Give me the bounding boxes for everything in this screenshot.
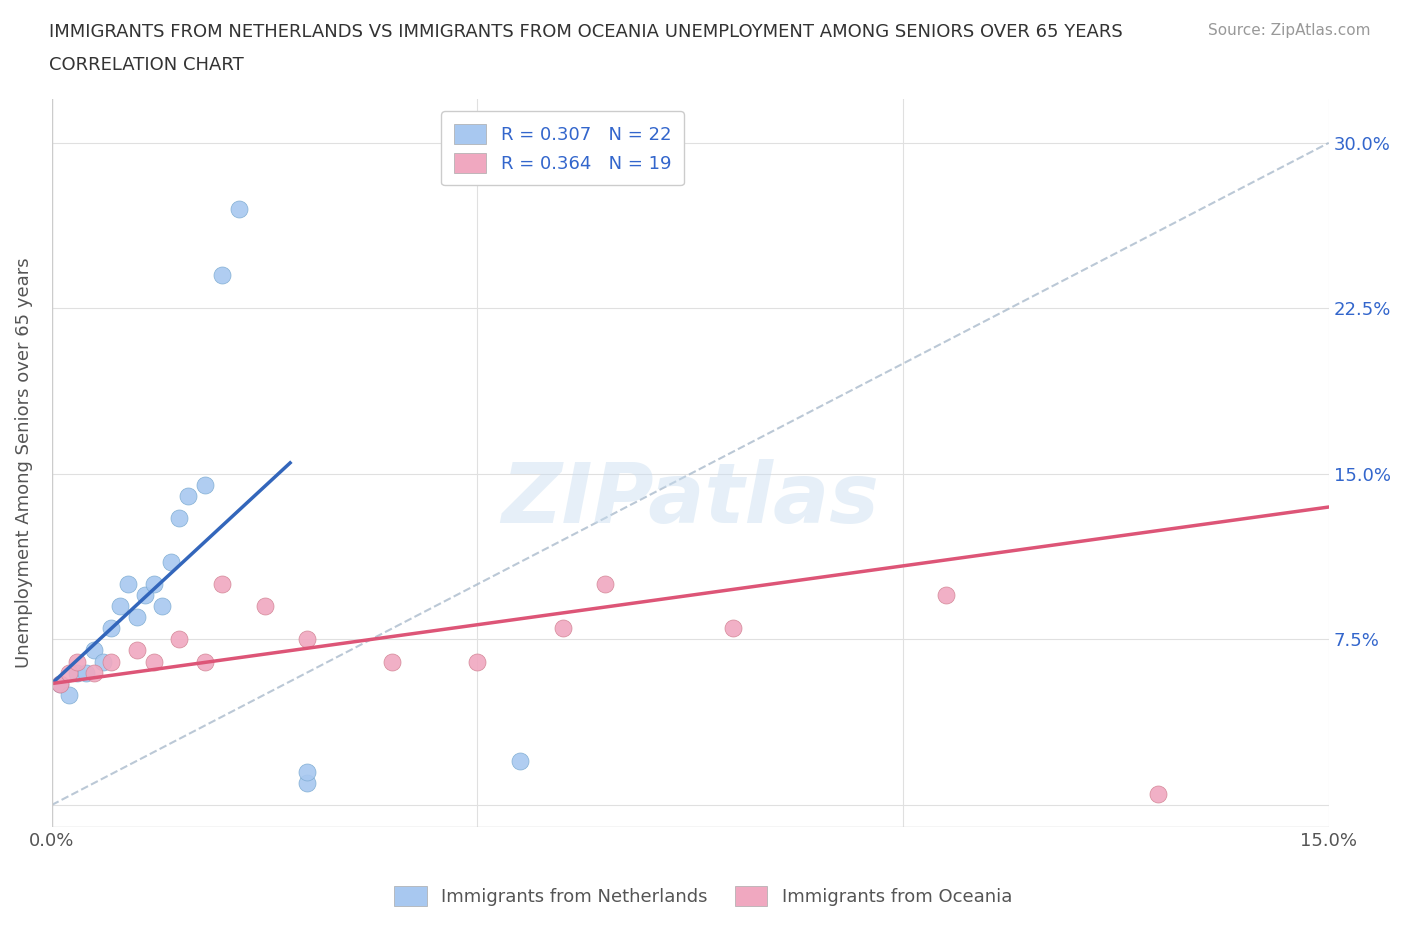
Point (721, 621, 744, 636)
Point (177, 488, 200, 503)
Point (935, 588, 957, 603)
Text: ZIPatlas: ZIPatlas (502, 458, 879, 539)
Point (295, 764, 318, 779)
Point (100, 654, 122, 669)
Point (75, 665, 97, 680)
Text: Source: ZipAtlas.com: Source: ZipAtlas.com (1208, 23, 1371, 38)
Point (381, 654, 404, 669)
Point (83, 665, 105, 680)
Point (228, 202, 250, 217)
Point (295, 776, 318, 790)
Point (169, 511, 191, 525)
Point (91, 654, 114, 669)
Y-axis label: Unemployment Among Seniors over 65 years: Unemployment Among Seniors over 65 years (15, 258, 32, 668)
Point (66, 654, 89, 669)
Point (211, 268, 233, 283)
Point (58, 665, 80, 680)
Point (194, 654, 217, 669)
Point (125, 643, 148, 658)
Point (593, 577, 616, 591)
Point (66, 665, 89, 680)
Point (117, 577, 139, 591)
Point (49, 676, 72, 691)
Point (467, 654, 489, 669)
Point (169, 632, 191, 647)
Legend: R = 0.307   N = 22, R = 0.364   N = 19: R = 0.307 N = 22, R = 0.364 N = 19 (441, 112, 683, 185)
Point (58, 687, 80, 702)
Legend: Immigrants from Netherlands, Immigrants from Oceania: Immigrants from Netherlands, Immigrants … (387, 879, 1019, 913)
Point (211, 577, 233, 591)
Point (100, 621, 122, 636)
Text: IMMIGRANTS FROM NETHERLANDS VS IMMIGRANTS FROM OCEANIA UNEMPLOYMENT AMONG SENIOR: IMMIGRANTS FROM NETHERLANDS VS IMMIGRANT… (49, 23, 1123, 41)
Point (108, 599, 131, 614)
Point (125, 610, 148, 625)
Point (49, 676, 72, 691)
Point (134, 588, 156, 603)
Point (551, 621, 574, 636)
Text: CORRELATION CHART: CORRELATION CHART (49, 56, 245, 73)
Point (83, 643, 105, 658)
Point (142, 577, 165, 591)
Point (295, 632, 318, 647)
Point (194, 477, 217, 492)
Point (152, 599, 174, 614)
Point (160, 555, 183, 570)
Point (509, 753, 531, 768)
Point (142, 654, 165, 669)
Point (253, 599, 276, 614)
Point (1147, 787, 1170, 802)
